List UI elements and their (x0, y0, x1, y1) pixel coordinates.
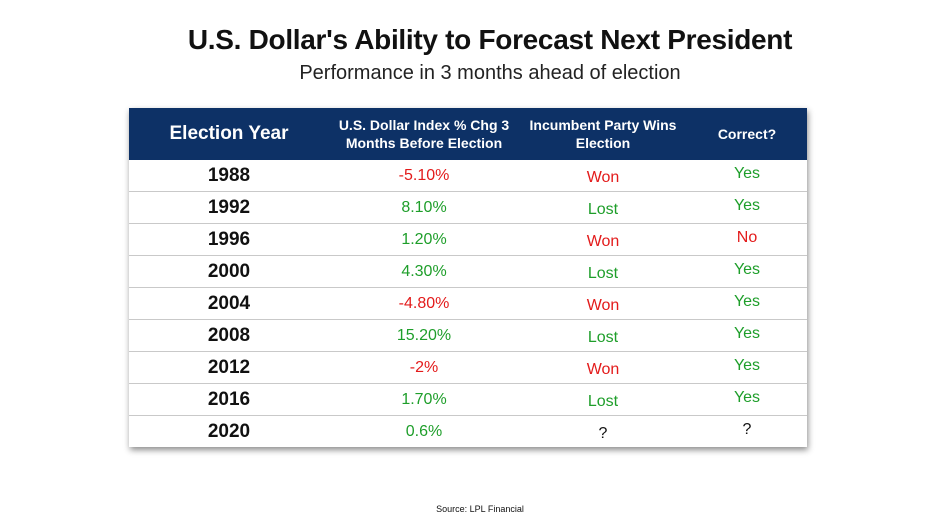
table-header: Election Year U.S. Dollar Index % Chg 3 … (129, 108, 807, 160)
table-row: 1996 1.20% Won No (129, 224, 807, 256)
cell-election-year: 2012 (207, 356, 251, 378)
source-note: Source: LPL Financial (436, 504, 524, 514)
cell-correct: ? (742, 420, 752, 438)
table-row: 2016 1.70% Lost Yes (129, 384, 807, 416)
cell-incumbent-wins: ? (598, 425, 608, 442)
cell-incumbent-wins: Won (586, 169, 620, 186)
cell-incumbent-wins: Won (586, 361, 620, 378)
chart-title: U.S. Dollar's Ability to Forecast Next P… (187, 24, 793, 55)
cell-dollar-change: 8.10% (401, 198, 447, 216)
table-row: 2012 -2% Won Yes (129, 352, 807, 384)
table-row: 1992 8.10% Lost Yes (129, 192, 807, 224)
cell-dollar-change: -4.80% (398, 294, 450, 312)
header-correct: Correct? (717, 126, 777, 142)
cell-election-year: 1988 (207, 164, 251, 186)
cell-election-year: 1996 (207, 228, 251, 250)
cell-dollar-change: 0.6% (405, 422, 443, 440)
header-election-year: Election Year (169, 123, 289, 144)
cell-correct: Yes (733, 164, 761, 182)
cell-dollar-change: 1.20% (401, 230, 447, 248)
cell-correct: Yes (733, 324, 761, 342)
cell-correct: Yes (733, 292, 761, 310)
cell-correct: No (736, 228, 758, 246)
table-row: 2000 4.30% Lost Yes (129, 256, 807, 288)
table-row: 2020 0.6%?? (129, 416, 807, 447)
cell-dollar-change: -5.10% (398, 166, 450, 184)
cell-election-year: 2000 (207, 260, 251, 282)
header-dollar-index-change: U.S. Dollar Index % Chg 3 Months Before … (338, 117, 510, 151)
cell-election-year: 2020 (207, 420, 251, 442)
cell-election-year: 2008 (207, 324, 251, 346)
table-row: 1988 -5.10% Won Yes (129, 160, 807, 192)
chart-subtitle: Performance in 3 months ahead of electio… (299, 62, 681, 84)
data-table: Election Year U.S. Dollar Index % Chg 3 … (129, 108, 807, 447)
table-row: 2008 15.20% Lost Yes (129, 320, 807, 352)
cell-election-year: 2016 (207, 388, 251, 410)
cell-incumbent-wins: Won (586, 297, 620, 314)
cell-election-year: 1992 (207, 196, 251, 218)
table-body: 1988 -5.10% Won Yes 1992 8.10% Lost Yes 1996 1.20… (129, 160, 807, 447)
cell-election-year: 2004 (207, 292, 251, 314)
cell-dollar-change: -2% (409, 358, 439, 376)
header-incumbent-wins: Incumbent Party Wins Election (529, 117, 677, 151)
table-row: 2004 -4.80% Won Yes (129, 288, 807, 320)
cell-correct: Yes (733, 196, 761, 214)
cell-incumbent-wins: Lost (587, 265, 619, 282)
cell-correct: Yes (733, 356, 761, 374)
cell-correct: Yes (733, 260, 761, 278)
cell-incumbent-wins: Lost (587, 201, 619, 218)
cell-correct: Yes (733, 388, 761, 406)
cell-incumbent-wins: Won (586, 233, 620, 250)
cell-dollar-change: 4.30% (401, 262, 447, 280)
cell-incumbent-wins: Lost (587, 393, 619, 410)
cell-dollar-change: 1.70% (401, 390, 447, 408)
cell-incumbent-wins: Lost (587, 329, 619, 346)
cell-dollar-change: 15.20% (396, 326, 452, 344)
